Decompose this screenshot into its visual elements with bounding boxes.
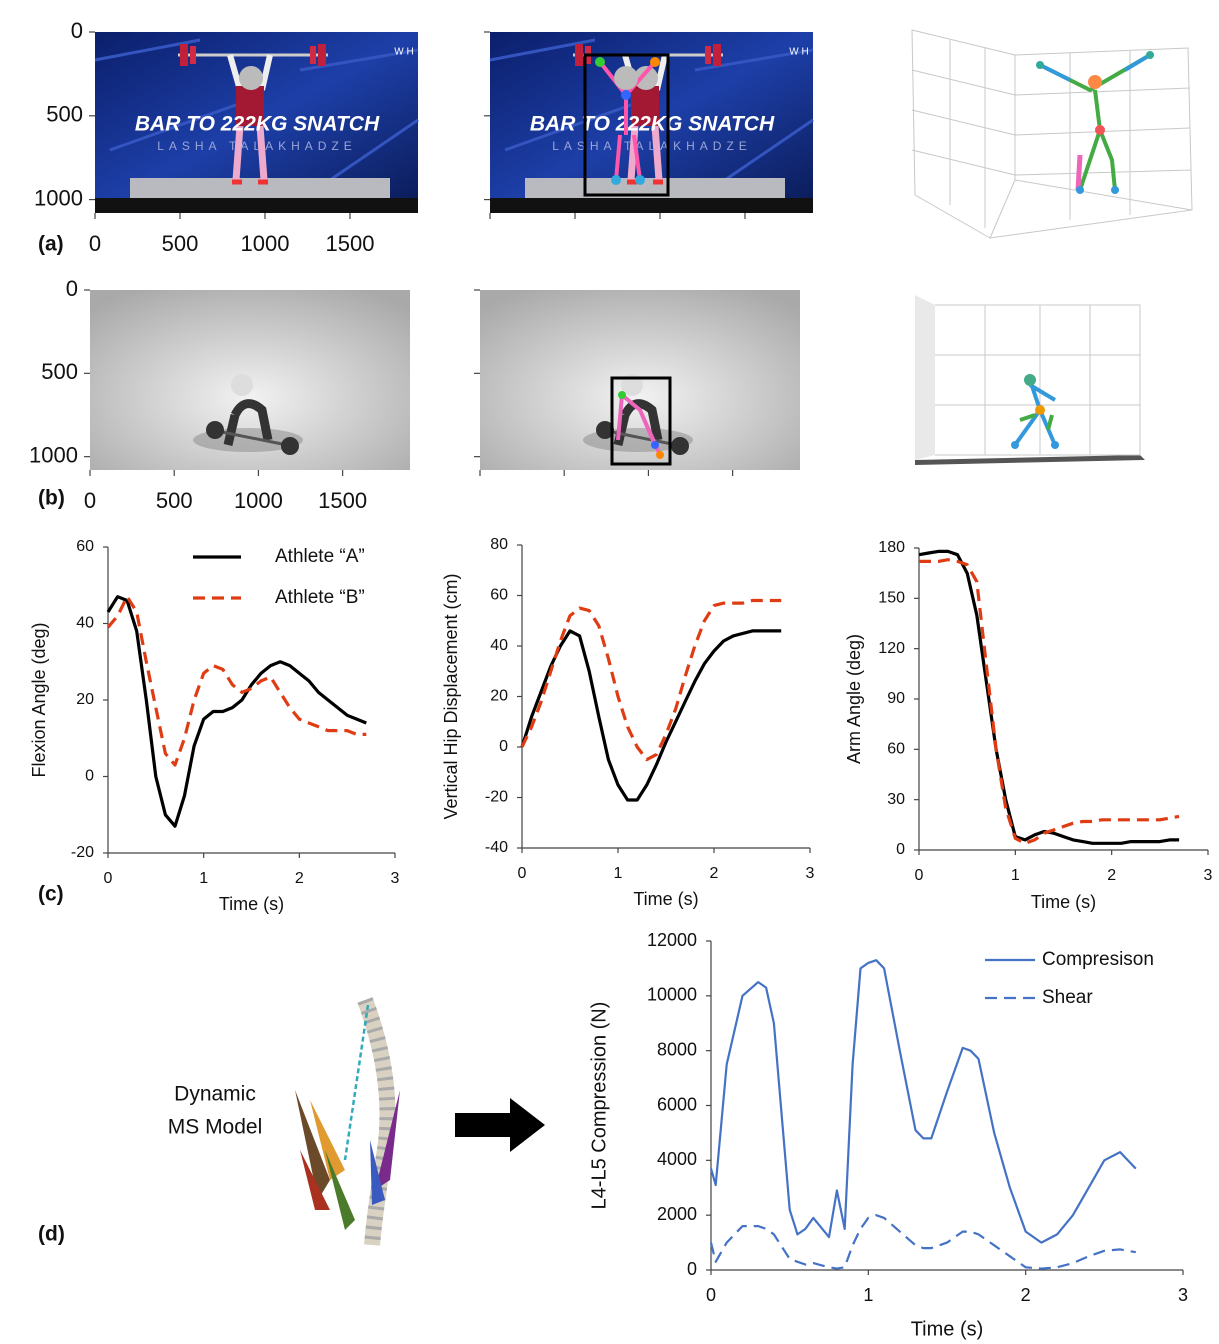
y-axis-label: L4-L5 Compression (N) — [588, 1002, 610, 1210]
x-tick-label: 0 — [104, 870, 113, 887]
image-subcaption: LASHA TALAKHADZE — [552, 139, 752, 153]
y-tick-label: 0 — [896, 841, 905, 858]
y-axis-label: Flexion Angle (deg) — [29, 622, 49, 777]
x-tick-label: 0 — [915, 867, 924, 884]
x-axis-label: Time (s) — [1031, 892, 1096, 912]
y-tick-label: 30 — [887, 791, 905, 808]
y-tick-label: 60 — [76, 538, 94, 555]
y-axis-label: Arm Angle (deg) — [844, 634, 864, 764]
series-line — [106, 595, 367, 767]
y-tick-label: 60 — [490, 587, 508, 604]
x-tick-label: 2 — [710, 865, 719, 882]
image-logo: W H — [789, 47, 808, 58]
y-tick-label: 40 — [490, 637, 508, 654]
y-tick-label: 80 — [490, 536, 508, 553]
legend-label: Shear — [1042, 987, 1093, 1008]
pose-overlay — [583, 53, 670, 197]
y-tick-label: 60 — [887, 741, 905, 758]
image-subcaption: LASHA TALAKHADZE — [157, 139, 357, 153]
x-tick-label: 3 — [806, 865, 815, 882]
y-tick-label: -20 — [485, 789, 508, 806]
y-tick-label: 0 — [687, 1259, 697, 1279]
x-tick-label: 2 — [1021, 1285, 1031, 1305]
y-tick-label: -20 — [71, 844, 94, 861]
panel-label: (d) — [38, 1223, 65, 1246]
image-logo: W H — [394, 47, 413, 58]
x-tick-label: 0 — [89, 231, 101, 256]
y-tick-label: 180 — [878, 539, 905, 556]
legend-label: Compresison — [1042, 949, 1154, 970]
y-tick-label: 6000 — [657, 1094, 697, 1114]
image-caption: BAR TO 222KG SNATCH — [135, 113, 380, 136]
series-line — [919, 558, 1180, 845]
x-tick-label: 0 — [84, 488, 96, 513]
x-tick-label: 500 — [162, 231, 199, 256]
panel-label: (c) — [38, 883, 64, 906]
y-tick-label: 500 — [46, 102, 83, 127]
y-tick-label: 500 — [41, 359, 78, 384]
y-tick-label: 8000 — [657, 1039, 697, 1059]
x-axis-label: Time (s) — [911, 1318, 984, 1340]
y-tick-label: 4000 — [657, 1149, 697, 1169]
y-tick-label: 0 — [71, 18, 83, 43]
x-tick-label: 500 — [156, 488, 193, 513]
x-tick-label: 1500 — [318, 488, 367, 513]
x-tick-label: 1 — [614, 865, 623, 882]
y-tick-label: 0 — [499, 738, 508, 755]
x-tick-label: 0 — [518, 865, 527, 882]
model-label: Dynamic — [174, 1083, 256, 1106]
y-tick-label: 20 — [490, 688, 508, 705]
x-tick-label: 1500 — [326, 231, 375, 256]
x-tick-label: 3 — [391, 870, 400, 887]
y-tick-label: 10000 — [647, 985, 697, 1005]
x-tick-label: 1 — [199, 870, 208, 887]
y-tick-label: 20 — [76, 691, 94, 708]
y-tick-label: 2000 — [657, 1204, 697, 1224]
x-tick-label: 1 — [863, 1285, 873, 1305]
image-caption: BAR TO 222KG SNATCH — [530, 113, 775, 136]
panel-label: (a) — [38, 233, 64, 256]
y-tick-label: 0 — [66, 276, 78, 301]
x-tick-label: 3 — [1178, 1285, 1188, 1305]
y-tick-label: 12000 — [647, 930, 697, 950]
series-line — [709, 1214, 1136, 1270]
skeleton-3d — [915, 295, 1145, 465]
series-line — [709, 959, 1137, 1244]
series-line — [106, 595, 367, 828]
pose-overlay — [610, 376, 672, 466]
y-tick-label: 150 — [878, 590, 905, 607]
x-tick-label: 2 — [295, 870, 304, 887]
y-tick-label: 0 — [85, 768, 94, 785]
skeleton-3d — [911, 29, 1193, 239]
legend-label: Athlete “A” — [275, 546, 365, 567]
x-tick-label: 0 — [706, 1285, 716, 1305]
series-line — [520, 629, 782, 802]
y-tick-label: 1000 — [34, 185, 83, 210]
legend-label: Athlete “B” — [275, 587, 365, 608]
x-axis-label: Time (s) — [219, 894, 284, 914]
y-axis-label: Vertical Hip Displacement (cm) — [441, 573, 461, 819]
spine-model — [295, 997, 400, 1246]
x-tick-label: 3 — [1204, 867, 1213, 884]
y-tick-label: -40 — [485, 839, 508, 856]
y-tick-label: 40 — [76, 615, 94, 632]
x-tick-label: 1000 — [241, 231, 290, 256]
y-tick-label: 1000 — [29, 442, 78, 467]
model-label: MS Model — [168, 1116, 263, 1139]
y-tick-label: 120 — [878, 640, 905, 657]
x-tick-label: 1000 — [234, 488, 283, 513]
y-tick-label: 90 — [887, 690, 905, 707]
arrow — [455, 1098, 545, 1152]
series-line — [520, 598, 782, 762]
panel-label: (b) — [38, 487, 65, 510]
x-tick-label: 1 — [1011, 867, 1020, 884]
x-tick-label: 2 — [1107, 867, 1116, 884]
x-axis-label: Time (s) — [633, 889, 698, 909]
series-line — [918, 549, 1180, 845]
